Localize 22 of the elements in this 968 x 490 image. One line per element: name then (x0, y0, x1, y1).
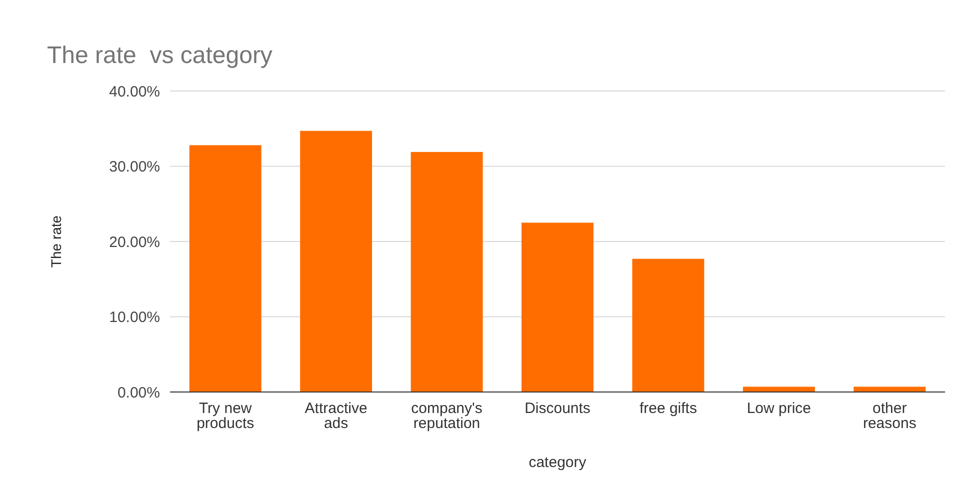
y-tick-label: 20.00% (109, 234, 160, 251)
x-tick-label: Attractive ads (304, 400, 368, 432)
x-tick-label: Low price (746, 400, 812, 417)
y-tick-label: 40.00% (109, 83, 160, 100)
bar (189, 145, 262, 392)
y-tick-label: 30.00% (109, 158, 160, 176)
y-axis-title: The rate (48, 215, 64, 268)
bar (300, 130, 372, 392)
bar (522, 222, 594, 392)
x-tick-label: Discounts (524, 400, 590, 417)
bar (632, 258, 704, 392)
x-axis-title: category (528, 454, 587, 471)
y-tick-label: 10.00% (109, 309, 160, 326)
x-tick-label: other reasons (862, 400, 916, 432)
bar (410, 152, 483, 392)
bar (742, 386, 815, 392)
bar (854, 386, 926, 392)
x-tick-label: Try new products (196, 400, 254, 432)
x-tick-label: company's reputation (411, 400, 482, 432)
chart-title: The rate vs category (47, 42, 272, 69)
y-tick-label: 0.00% (117, 384, 160, 402)
x-tick-label: free gifts (639, 400, 697, 417)
